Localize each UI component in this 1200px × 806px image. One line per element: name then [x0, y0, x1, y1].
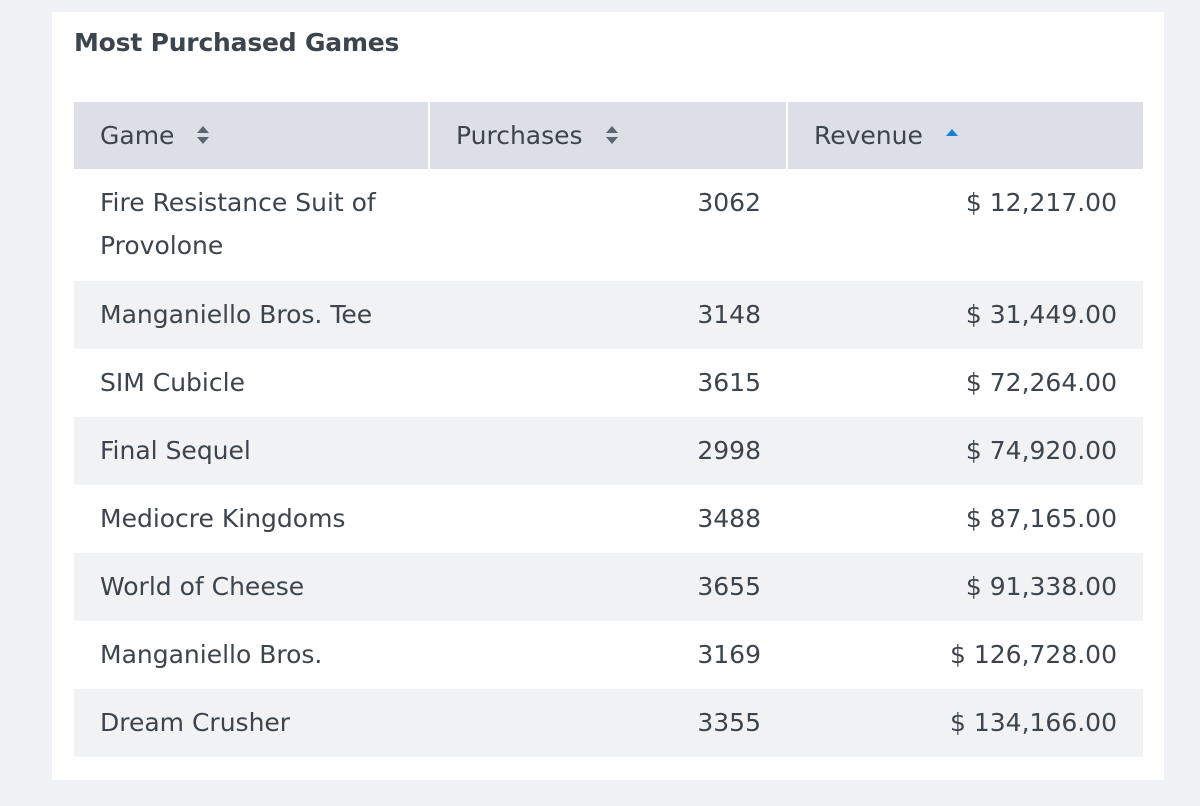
panel-title: Most Purchased Games	[74, 28, 400, 57]
column-header-label: Game	[100, 121, 175, 150]
cell-purchases: 3062	[697, 188, 761, 217]
table-row[interactable]: Manganiello Bros. Tee 3148 $ 31,449.00	[74, 281, 1143, 349]
cell-revenue: $ 126,728.00	[950, 640, 1117, 669]
cell-game: Final Sequel	[100, 436, 251, 465]
column-header-purchases[interactable]: Purchases	[428, 102, 787, 169]
cell-purchases: 2998	[697, 436, 761, 465]
table-row[interactable]: Dream Crusher 3355 $ 134,166.00	[74, 689, 1143, 757]
cell-game: Mediocre Kingdoms	[100, 504, 346, 533]
sort-ascending-icon[interactable]	[945, 123, 959, 147]
column-header-label: Purchases	[456, 121, 583, 150]
games-table: Game Purchases	[74, 102, 1143, 757]
cell-revenue: $ 87,165.00	[965, 504, 1117, 533]
table-row[interactable]: SIM Cubicle 3615 $ 72,264.00	[74, 349, 1143, 417]
column-header-label: Revenue	[814, 121, 923, 150]
cell-purchases: 3615	[697, 368, 761, 397]
table-header-row: Game Purchases	[74, 102, 1143, 169]
column-header-revenue[interactable]: Revenue	[786, 102, 1143, 169]
table-row[interactable]: Mediocre Kingdoms 3488 $ 87,165.00	[74, 485, 1143, 553]
cell-purchases: 3169	[697, 640, 761, 669]
table-row[interactable]: Fire Resistance Suit of Provolone 3062 $…	[74, 169, 1143, 281]
cell-game: Fire Resistance Suit of Provolone	[100, 188, 376, 260]
cell-game: Manganiello Bros.	[100, 640, 323, 669]
cell-purchases: 3488	[697, 504, 761, 533]
cell-game: World of Cheese	[100, 572, 305, 601]
cell-revenue: $ 74,920.00	[965, 436, 1117, 465]
cell-purchases: 3655	[697, 572, 761, 601]
cell-revenue: $ 12,217.00	[965, 188, 1117, 217]
table-row[interactable]: World of Cheese 3655 $ 91,338.00	[74, 553, 1143, 621]
cell-revenue: $ 134,166.00	[950, 708, 1117, 737]
sort-both-icon[interactable]	[605, 123, 619, 147]
table-row[interactable]: Manganiello Bros. 3169 $ 126,728.00	[74, 621, 1143, 689]
cell-game: Dream Crusher	[100, 708, 291, 737]
cell-purchases: 3355	[697, 708, 761, 737]
cell-revenue: $ 31,449.00	[965, 300, 1117, 329]
cell-game: SIM Cubicle	[100, 368, 245, 397]
cell-revenue: $ 72,264.00	[965, 368, 1117, 397]
dashboard-panel: Most Purchased Games Game Pu	[52, 12, 1164, 780]
cell-purchases: 3148	[697, 300, 761, 329]
sort-both-icon[interactable]	[196, 123, 210, 147]
cell-revenue: $ 91,338.00	[965, 572, 1117, 601]
cell-game: Manganiello Bros. Tee	[100, 300, 373, 329]
column-header-game[interactable]: Game	[74, 102, 429, 169]
table-row[interactable]: Final Sequel 2998 $ 74,920.00	[74, 417, 1143, 485]
